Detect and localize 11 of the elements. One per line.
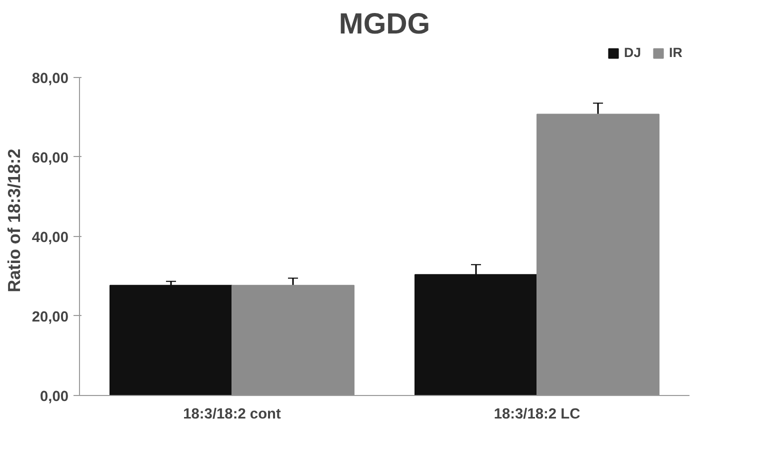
- y-axis-title: Ratio of 18:3/18:2: [4, 148, 24, 292]
- y-tick-label: 80,00: [32, 70, 69, 87]
- legend-label: IR: [669, 45, 684, 60]
- chart-title: MGDG: [338, 8, 430, 40]
- y-tick-label: 0,00: [40, 389, 69, 405]
- y-tick-label: 20,00: [32, 309, 69, 326]
- x-tick-label: 18:3/18:2 cont: [183, 406, 281, 422]
- y-tick-label: 40,00: [32, 230, 69, 246]
- y-tick-label: 60,00: [32, 150, 69, 166]
- x-tick-label: 18:3/18:2 LC: [494, 406, 581, 422]
- legend-label: DJ: [624, 45, 642, 60]
